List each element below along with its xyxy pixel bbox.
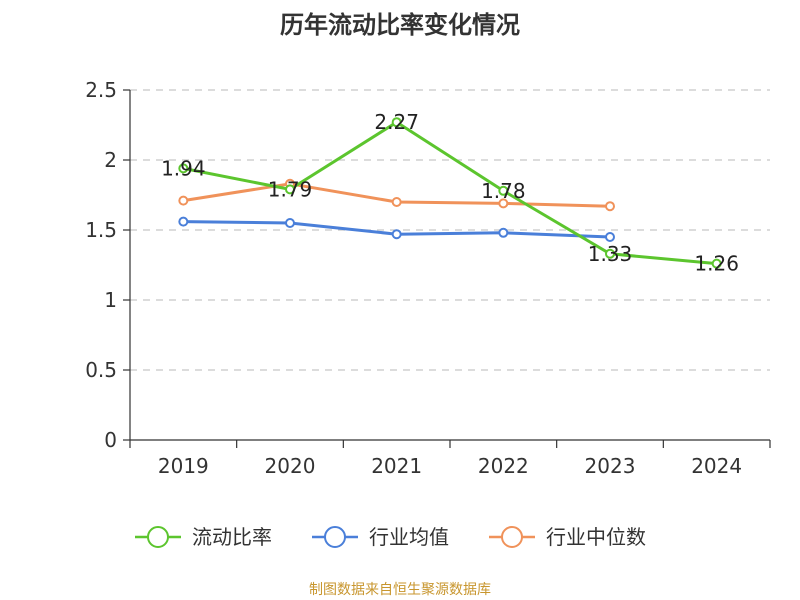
- legend-item-0[interactable]: 流动比率: [135, 525, 272, 549]
- data-label: 1.94: [161, 156, 206, 180]
- data-point: [711, 258, 722, 269]
- data-point: [498, 185, 509, 196]
- data-label: 1.33: [588, 242, 633, 266]
- legend-label: 行业均值: [369, 525, 449, 549]
- y-tick-label: 0.5: [85, 358, 117, 382]
- legend-marker: [147, 526, 169, 548]
- data-point: [605, 232, 615, 242]
- chart-title: 历年流动比率变化情况: [280, 11, 520, 39]
- axes: 0 0.5 1 1.5 2 2.5 2019 2020 2021 2022 2023 2024: [85, 78, 771, 478]
- legend-item-2[interactable]: 行业中位数: [489, 525, 646, 549]
- legend-marker: [324, 526, 346, 548]
- y-tick-label: 2: [104, 148, 117, 172]
- series-lines: [183, 120, 717, 266]
- x-tick-label: 2022: [478, 454, 529, 478]
- y-tick-label: 1.5: [85, 218, 117, 242]
- x-tick-label: 2024: [691, 454, 742, 478]
- data-labels: 1.94 1.79 2.27 1.78 1.33 1.26: [161, 110, 739, 275]
- data-label: 2.27: [374, 110, 419, 134]
- data-point: [391, 117, 402, 128]
- data-point: [391, 197, 402, 207]
- y-tick-label: 1: [104, 288, 117, 312]
- grid-lines: [130, 89, 770, 371]
- data-point: [285, 218, 295, 228]
- legend-label: 流动比率: [192, 525, 272, 549]
- data-point: [498, 227, 509, 238]
- series-points: [178, 117, 722, 269]
- data-point: [605, 201, 615, 212]
- data-point: [285, 184, 295, 195]
- data-point: [605, 248, 615, 259]
- data-label: 1.78: [481, 179, 526, 203]
- data-point: [178, 195, 189, 206]
- x-tick-label: 2020: [265, 454, 316, 478]
- y-tick-label: 2.5: [85, 78, 117, 102]
- data-point: [178, 216, 189, 227]
- legend: 流动比率 行业均值 行业中位数: [135, 525, 646, 549]
- legend-marker: [501, 526, 523, 548]
- source-note: 制图数据来自恒生聚源数据库: [309, 582, 491, 598]
- data-label: 1.26: [694, 252, 739, 276]
- legend-label: 行业中位数: [546, 525, 646, 549]
- data-point: [178, 163, 189, 174]
- data-label: 1.79: [268, 177, 313, 201]
- x-tick-label: 2019: [158, 454, 209, 478]
- x-tick-label: 2023: [585, 454, 636, 478]
- data-point: [498, 198, 509, 209]
- data-point: [391, 229, 402, 240]
- legend-item-1[interactable]: 行业均值: [312, 525, 449, 549]
- series-line-0: [183, 120, 717, 266]
- x-tick-label: 2021: [371, 454, 422, 478]
- y-tick-label: 0: [104, 428, 117, 452]
